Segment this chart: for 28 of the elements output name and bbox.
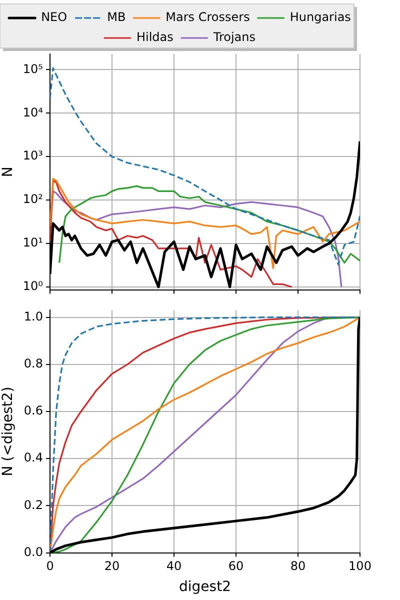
- y-axis-title: N (<digest2): [0, 386, 16, 476]
- legend-label: MB: [107, 10, 126, 24]
- y-tick-label: 1.0: [24, 309, 43, 324]
- y-tick-label: 10⁴: [22, 105, 44, 120]
- y-tick-label: 10⁰: [22, 279, 44, 294]
- y-tick-label: 0.0: [24, 544, 43, 559]
- y-tick-label: 10³: [22, 148, 44, 163]
- y-axis-title: N: [0, 166, 16, 178]
- y-tick-label: 0.8: [24, 356, 43, 370]
- legend-label: Hildas: [136, 30, 174, 44]
- legend-label: Mars Crossers: [166, 10, 250, 24]
- legend-label: NEO: [41, 10, 68, 24]
- x-tick-label: 60: [228, 559, 244, 574]
- y-tick-label: 0.2: [24, 498, 43, 512]
- x-tick-label: 40: [166, 559, 182, 574]
- x-tick-label: 80: [290, 559, 306, 574]
- legend-label: Hungarias: [290, 10, 351, 24]
- x-tick-label: 0: [46, 559, 54, 574]
- x-axis-title: digest2: [179, 579, 231, 596]
- y-tick-label: 10⁵: [22, 62, 44, 76]
- y-tick-label: 0.4: [24, 450, 43, 465]
- y-tick-label: 0.6: [24, 404, 43, 418]
- x-tick-label: 20: [104, 559, 120, 574]
- y-tick-label: 10¹: [22, 236, 44, 250]
- x-tick-label: 100: [348, 559, 372, 574]
- y-tick-label: 10²: [22, 192, 44, 206]
- line-series: [50, 67, 360, 266]
- legend-label: Trojans: [212, 30, 256, 44]
